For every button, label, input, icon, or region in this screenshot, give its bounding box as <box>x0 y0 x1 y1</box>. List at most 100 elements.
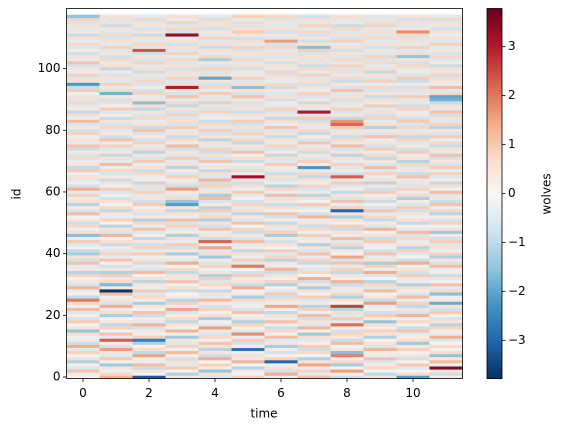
heatmap-cell <box>363 375 397 379</box>
heatmap-cell <box>330 218 364 222</box>
heatmap-cell <box>165 267 199 271</box>
colorbar-segment <box>487 82 502 85</box>
heatmap-cell <box>330 178 364 182</box>
heatmap-cell <box>363 107 397 111</box>
colorbar-segment <box>487 348 502 352</box>
heatmap-cell <box>66 101 100 105</box>
heatmap-cell <box>363 165 397 170</box>
heatmap-cell <box>429 332 463 336</box>
heatmap-cell <box>165 255 199 259</box>
heatmap-cell <box>429 147 463 151</box>
heatmap-cell <box>297 144 331 148</box>
heatmap-cell <box>231 350 265 355</box>
colorbar-segment <box>487 249 502 252</box>
heatmap-cell <box>132 51 166 56</box>
heatmap-cell <box>297 187 331 191</box>
heatmap-cell <box>396 94 430 99</box>
heatmap-cell <box>297 307 331 311</box>
heatmap-cell <box>198 45 232 49</box>
heatmap-cell <box>297 36 331 40</box>
heatmap-cell <box>429 199 463 204</box>
colorbar-segment <box>487 310 502 313</box>
colorbar-segment <box>487 308 502 311</box>
heatmap-cell <box>429 171 463 176</box>
heatmap-cell <box>330 236 364 241</box>
heatmap-cell <box>198 165 232 170</box>
colorbar-segment <box>487 125 502 128</box>
heatmap-cell <box>330 261 364 265</box>
heatmap-cell <box>66 184 100 188</box>
heatmap-cell <box>264 30 298 34</box>
heatmap-cell <box>198 85 232 89</box>
heatmap-cell <box>66 252 100 256</box>
heatmap-cell <box>66 245 100 250</box>
heatmap-cell <box>231 131 265 136</box>
heatmap-cell <box>66 57 100 62</box>
heatmap-cell <box>429 27 463 31</box>
heatmap-cell <box>99 187 133 191</box>
colorbar-segment <box>487 289 502 293</box>
heatmap-cell <box>231 205 265 210</box>
heatmap-cell <box>198 353 232 358</box>
heatmap-cell <box>231 190 265 194</box>
heatmap-cell <box>363 187 397 191</box>
heatmap-cell <box>330 23 364 28</box>
colorbar-segment <box>487 186 502 189</box>
heatmap-cell <box>66 73 100 77</box>
colorbar-segment <box>487 76 502 80</box>
heatmap-cell <box>231 14 265 19</box>
heatmap-cell <box>297 360 331 364</box>
colorbar-segment <box>487 152 502 156</box>
heatmap-cell <box>396 184 430 188</box>
heatmap-cell <box>165 131 199 136</box>
heatmap-cell <box>231 264 265 268</box>
heatmap-cell <box>297 79 331 83</box>
heatmap-cell <box>330 230 364 234</box>
colorbar-segment <box>487 376 502 379</box>
colorbar-segment <box>487 58 502 61</box>
heatmap-cell <box>99 323 133 327</box>
heatmap-cell <box>231 307 265 311</box>
heatmap-cell <box>165 27 199 31</box>
heatmap-cell <box>198 54 232 59</box>
colorbar-segment <box>487 224 502 228</box>
heatmap-cell <box>66 338 100 342</box>
heatmap-cell <box>429 319 463 324</box>
y-tick-label: 100 <box>38 61 61 75</box>
heatmap-cell <box>363 341 397 345</box>
heatmap-cell <box>264 270 298 274</box>
heatmap-cell <box>264 48 298 52</box>
heatmap-cell <box>165 369 199 373</box>
heatmap-cell <box>429 159 463 163</box>
heatmap-cell <box>99 276 133 281</box>
heatmap-cell <box>297 276 331 281</box>
colorbar-segment <box>487 256 502 259</box>
heatmap-cell <box>264 27 298 31</box>
heatmap-cell <box>363 156 397 160</box>
heatmap-cell <box>396 276 430 281</box>
heatmap-cell <box>429 104 463 108</box>
heatmap-cell <box>66 51 100 56</box>
heatmap-cell <box>231 119 265 123</box>
heatmap-cell <box>231 60 265 65</box>
heatmap-cell <box>429 329 463 333</box>
heatmap-cell <box>132 110 166 114</box>
heatmap-cell <box>165 323 199 327</box>
heatmap-cell <box>231 224 265 228</box>
heatmap-cell <box>231 208 265 213</box>
heatmap-cell <box>330 295 364 299</box>
heatmap-cell <box>330 208 364 213</box>
heatmap-cell <box>231 326 265 330</box>
heatmap-cell <box>66 45 100 49</box>
heatmap-cell <box>297 208 331 213</box>
colorbar-segment <box>487 200 502 204</box>
heatmap-cell <box>66 230 100 234</box>
heatmap-cell <box>330 134 364 139</box>
colorbar-segment <box>487 173 502 176</box>
heatmap-cell <box>99 212 133 216</box>
colorbar-segment <box>487 69 502 72</box>
heatmap-cell <box>198 252 232 256</box>
heatmap-cell <box>231 344 265 348</box>
colorbar-segment <box>487 199 502 202</box>
colorbar-segment <box>487 12 502 15</box>
